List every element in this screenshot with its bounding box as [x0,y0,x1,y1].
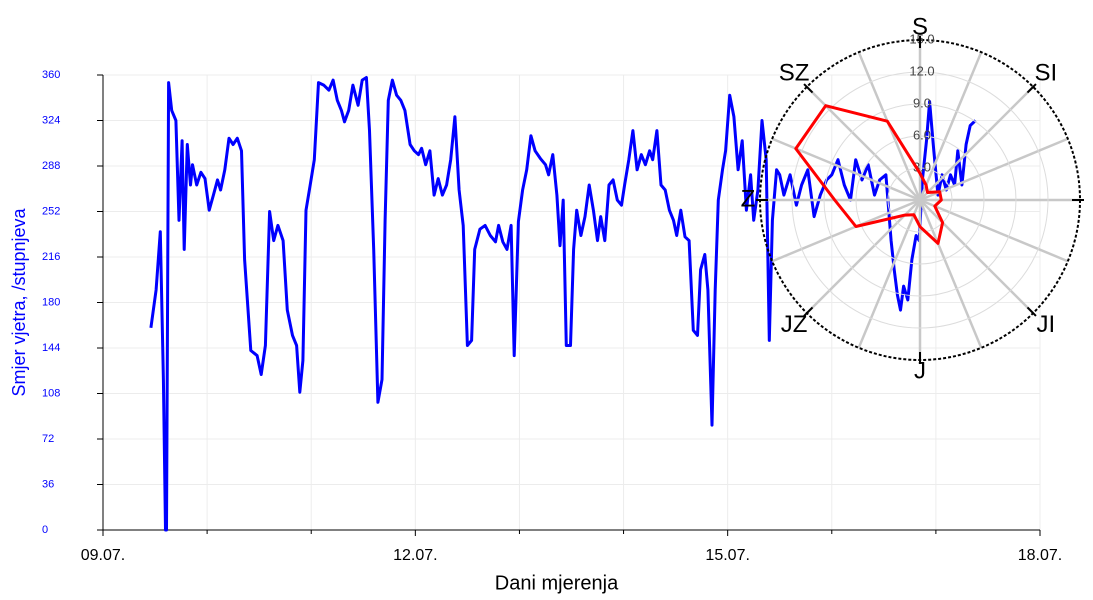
y-tick-label: 180 [42,296,60,308]
spoke [919,198,1069,263]
radial-grid [791,71,1049,329]
wind-rose [794,104,945,245]
x-tick-label: 12.07. [393,547,437,564]
spoke [805,199,921,315]
data-line [149,76,977,532]
spoke [857,199,922,349]
radial-grid [887,167,953,233]
spoke [919,85,1035,201]
compass-tick [803,306,814,317]
y-tick-label: 360 [42,69,60,81]
compass-label: JZ [781,311,808,338]
compass-tick [1026,306,1037,317]
spoke [771,198,921,263]
y-tick-label: 0 [42,524,48,536]
compass-label: SZ [779,59,810,86]
y-axis-title: Smjer vjetra, /stupnjeva [9,207,29,396]
x-tick-label: 18.07. [1018,547,1062,564]
spoke [918,199,983,349]
x-axis-title: Dani mjerenja [495,572,619,594]
y-tick-label: 144 [42,342,60,354]
radial-tick-label: 15.0 [909,31,934,46]
compass-label: Z [741,185,756,212]
spoke [919,199,1035,315]
radial-tick-label: 12.0 [909,63,934,78]
y-tick-label: 108 [42,387,60,399]
compass-tick [1026,83,1037,94]
y-tick-label: 252 [42,205,60,217]
y-tick-label: 288 [42,160,60,172]
radial-tick-label: 9.0 [913,95,931,110]
compass-label: J [914,357,926,384]
y-tick-label: 36 [42,478,54,490]
radial-grid [823,103,1017,297]
spoke [919,137,1069,202]
compass-tick [803,83,814,94]
compass-label: SI [1035,59,1058,86]
x-tick-label: 15.07. [705,547,749,564]
spoke [918,51,983,201]
y-tick-label: 72 [42,433,54,445]
x-tick-label: 09.07. [81,547,125,564]
y-tick-label: 216 [42,251,60,263]
radial-grid [855,135,985,265]
radial-tick-label: 6.0 [913,127,931,142]
compass-label: S [912,13,928,40]
compass-label: JI [1037,311,1056,338]
y-tick-label: 324 [42,114,60,126]
